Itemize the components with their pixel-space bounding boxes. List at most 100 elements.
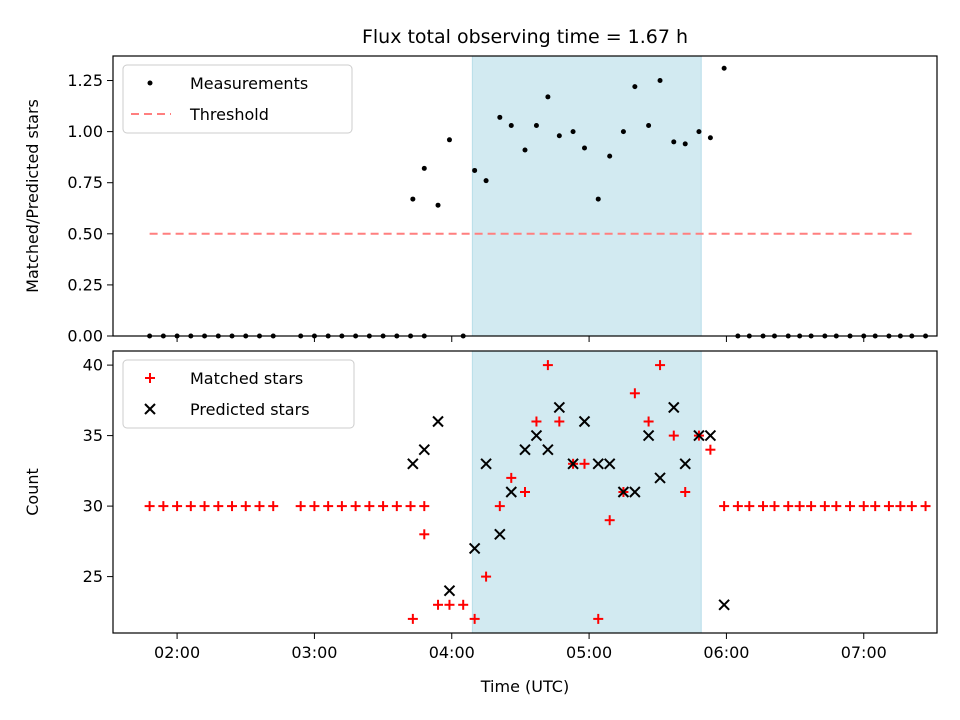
matched-stars-point (831, 501, 842, 512)
matched-stars-point (444, 599, 455, 610)
legend-marker-dot (147, 80, 153, 86)
measurement-point (410, 196, 416, 202)
matched-stars-point (783, 501, 794, 512)
predicted-stars-point (718, 599, 730, 611)
x-tick-label: 05:00 (566, 643, 612, 662)
matched-stars-point (719, 501, 730, 512)
matched-stars-point (213, 501, 224, 512)
matched-stars-point (870, 501, 881, 512)
predicted-stars-point (654, 472, 666, 484)
top-panel: 0.00 0.25 0.50 0.75 1.00 1.25 Matched/Predicte… (23, 55, 938, 346)
predicted-stars-point (603, 458, 616, 470)
legend-box (122, 359, 355, 429)
observing-span (471, 55, 702, 337)
matched-stars-point (433, 599, 444, 610)
matched-stars-point (419, 529, 430, 540)
matched-stars-point (794, 501, 805, 512)
legend-entry-label: Matched stars (190, 369, 303, 388)
predicted-stars-point (480, 458, 492, 470)
predicted-stars-point (567, 458, 579, 470)
legend: Measurements Threshold (122, 64, 353, 134)
matched-stars-point (643, 416, 654, 427)
x-tick-label: 07:00 (841, 643, 887, 662)
matched-stars-point (920, 501, 931, 512)
measurement-point (707, 135, 713, 141)
matched-stars-point (883, 501, 894, 512)
matched-stars-point (579, 458, 590, 469)
matched-stars-point (494, 501, 505, 512)
predicted-stars-point (642, 429, 655, 442)
y-tick-label: 0.00 (67, 327, 103, 346)
matched-stars-point (240, 501, 251, 512)
x-tick-label: 02:00 (154, 643, 200, 662)
matched-stars-point (172, 501, 183, 512)
measurement-point (483, 178, 489, 184)
measurement-point (522, 147, 528, 153)
y-tick-label: 0.75 (67, 173, 103, 192)
legend-marker-x (144, 403, 156, 415)
measurement-point (696, 129, 702, 135)
predicted-stars-point (704, 429, 717, 442)
y-tick-label: 40 (83, 356, 103, 375)
matched-stars-point (295, 501, 306, 512)
measurement-point (671, 139, 677, 145)
bottom-panel: 25 30 35 40 02:00 03:00 04:00 05:00 06:00 07:00 Co… (23, 350, 938, 696)
matched-stars-point (758, 501, 769, 512)
matched-stars-point (705, 444, 716, 455)
matched-stars-point (158, 501, 169, 512)
y-axis-label: Count (23, 468, 42, 516)
legend-entry-label: Predicted stars (190, 400, 310, 419)
matched-stars-point (554, 416, 565, 427)
matched-stars-point (506, 472, 517, 483)
matched-stars-point (481, 571, 492, 582)
matched-stars-point (391, 501, 402, 512)
matched-stars-point (268, 501, 279, 512)
measurement-point (446, 137, 452, 143)
matched-stars-point (419, 501, 430, 512)
y-axis-label: Matched/Predicted stars (23, 99, 42, 293)
matched-stars-point (593, 613, 604, 624)
y-tick-label: 1.00 (67, 122, 103, 141)
matched-stars-point (895, 501, 906, 512)
matched-stars-point (531, 416, 542, 427)
predicted-stars-point (592, 458, 604, 470)
plot-frame (112, 55, 938, 337)
measurement-point (582, 145, 588, 151)
y-tick-label: 0.25 (67, 275, 103, 294)
y-tick-label: 0.50 (67, 224, 103, 243)
measurement-point (497, 114, 503, 120)
matched-stars-point (680, 487, 691, 497)
legend-entry-label: Measurements (190, 74, 308, 93)
predicted-stars-point (629, 486, 641, 498)
matched-stars-point (819, 501, 830, 512)
measurement-point (607, 153, 613, 159)
matched-stars-point (199, 501, 210, 512)
measurement-point (595, 196, 601, 202)
legend: Matched stars Predicted stars (122, 359, 355, 429)
matched-stars-point (378, 501, 389, 512)
matched-stars-point (227, 501, 238, 512)
matched-stars-point (469, 613, 480, 624)
measurement-point (632, 84, 638, 90)
predicted-stars-point (617, 486, 630, 498)
matched-stars-point (323, 501, 334, 512)
measurement-point (721, 65, 727, 71)
y-tick-label: 25 (83, 567, 103, 586)
matched-stars-point (769, 501, 780, 512)
legend-box (122, 64, 353, 134)
predicted-stars-point (407, 458, 419, 470)
measurement-point (435, 202, 441, 208)
matched-stars-point (350, 501, 361, 512)
matched-stars-point (407, 613, 418, 624)
predicted-stars-point (432, 415, 444, 428)
matched-stars-point (458, 599, 469, 610)
predicted-stars-point (519, 443, 531, 456)
predicted-stars-point (542, 443, 554, 456)
predicted-stars-point (693, 429, 705, 442)
predicted-stars-point (418, 443, 430, 456)
matched-stars-point (744, 501, 755, 512)
matched-stars-point (254, 501, 265, 512)
matched-stars-point (185, 501, 196, 512)
plot-frame (112, 350, 938, 634)
